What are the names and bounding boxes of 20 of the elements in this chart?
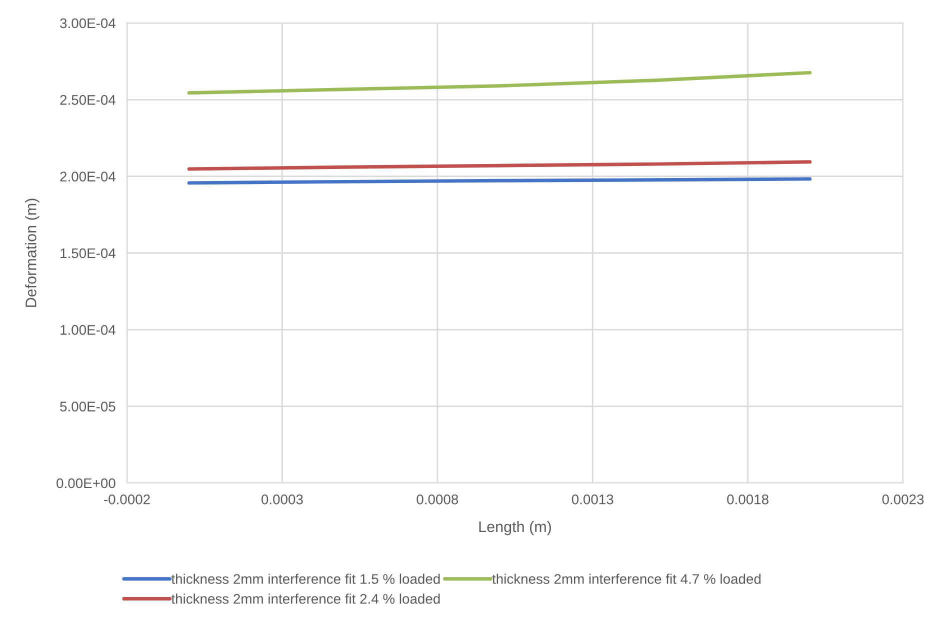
- y-axis-title: Deformation (m): [25, 198, 40, 307]
- y-tick-label: 3.00E-04: [60, 18, 116, 28]
- y-tick-label: 0.00E+00: [56, 478, 116, 488]
- x-tick-label: 0.0003: [262, 494, 303, 504]
- line-series: [187, 70, 812, 95]
- y-tick-label: 5.00E-05: [60, 402, 116, 412]
- legend-label: thickness 2mm interference fit 1.5 % loaded: [171, 574, 440, 584]
- x-tick-label: 0.0013: [572, 494, 614, 504]
- x-tick-label: -0.0002: [104, 494, 150, 504]
- x-tick-label: 0.0008: [416, 494, 458, 504]
- y-tick-label: 2.00E-04: [60, 172, 116, 182]
- line-series: [187, 160, 812, 171]
- legend-label: thickness 2mm interference fit 2.4 % loaded: [171, 594, 440, 604]
- legend-label: thickness 2mm interference fit 4.7 % loaded: [492, 574, 761, 584]
- y-tick-label: 1.00E-04: [60, 325, 116, 335]
- x-tick-label: 0.0023: [882, 494, 924, 504]
- y-tick-label: 2.50E-04: [60, 95, 116, 105]
- x-axis-title: Length (m): [479, 520, 551, 536]
- x-tick-label: 0.0018: [727, 494, 768, 504]
- y-tick-label: 1.50E-04: [60, 248, 116, 258]
